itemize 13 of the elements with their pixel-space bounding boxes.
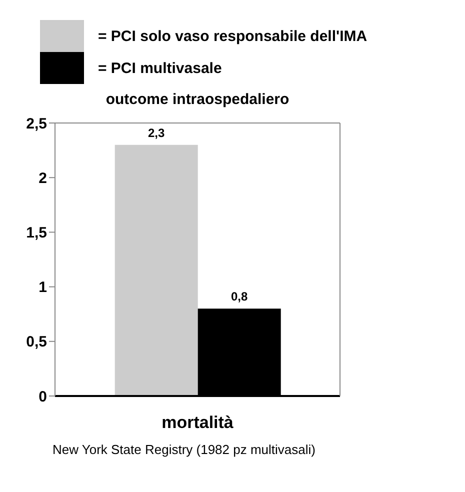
x-tick-label: mortalità <box>162 413 234 432</box>
y-tick-label: 1 <box>38 279 47 296</box>
chart-title: outcome intraospedaliero <box>104 90 290 110</box>
y-tick-label: 2 <box>38 170 47 187</box>
legend-label: = PCI solo vaso responsabile dell'IMA <box>98 28 368 44</box>
legend-label: = PCI multivasale <box>98 60 222 76</box>
y-tick-label: 1,5 <box>26 224 47 242</box>
text: New York State Registry (1982 pz multivasali) <box>51 442 316 457</box>
y-tick-label: 0 <box>38 388 47 406</box>
y-tick-label: 0,5 <box>26 334 47 351</box>
data-label: 2,3 <box>148 126 166 140</box>
y-tick-label: 2,5 <box>26 115 47 132</box>
data-label: 0,8 <box>231 290 248 304</box>
